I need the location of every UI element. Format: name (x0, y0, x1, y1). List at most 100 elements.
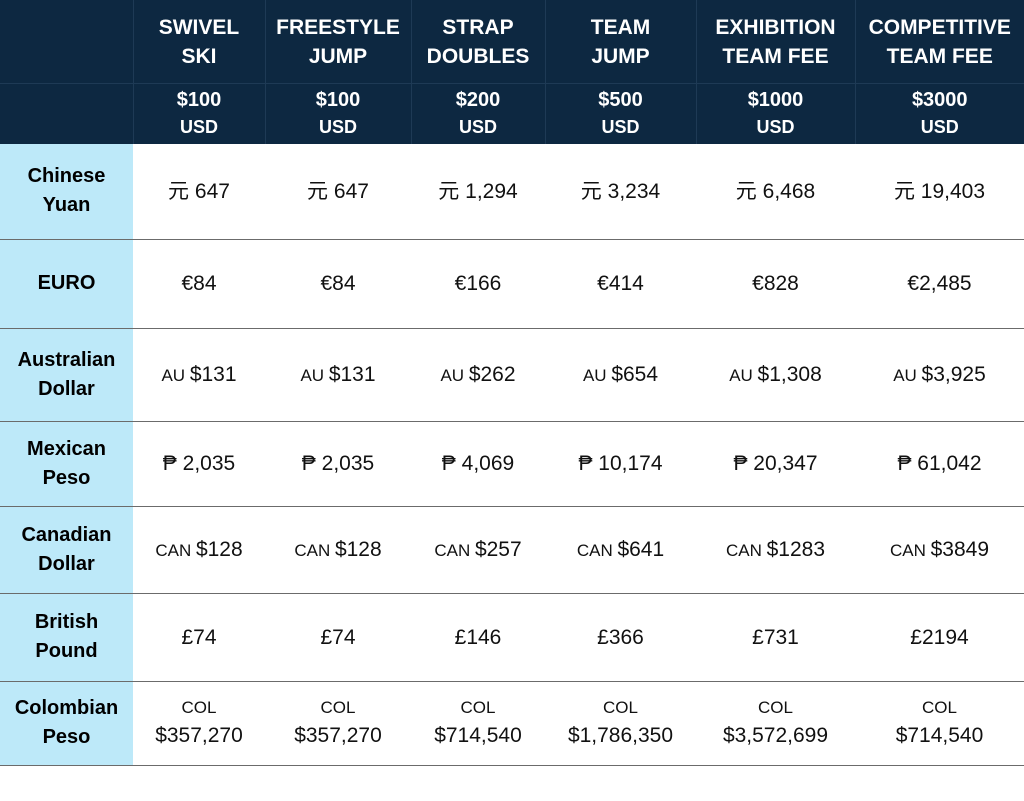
converted-fee-cell: COL $714,540 (855, 681, 1024, 765)
converted-amount: $714,540 (434, 724, 522, 747)
col-header-title: EXHIBITION TEAM FEE (695, 0, 855, 84)
converted-amount: 2,485 (919, 272, 972, 295)
currency-prefix: COL (460, 698, 496, 717)
col-title-line: EXHIBITION (715, 15, 836, 39)
currency-label-line: Dollar (38, 377, 95, 400)
converted-amount: 19,403 (920, 179, 986, 203)
converted-amount: $714,540 (895, 724, 984, 747)
usd-currency-label: USD (920, 117, 959, 137)
usd-amount: $3000 (911, 89, 968, 111)
header-corner-blank (0, 83, 133, 144)
col-header-title: STRAP DOUBLES (410, 0, 545, 84)
col-title-line: TEAM FEE (886, 44, 993, 68)
converted-fee-cell: COL $3,572,699 (696, 681, 855, 765)
converted-amount: $1,786,350 (567, 724, 674, 747)
col-header-price: $100 USD (264, 83, 411, 144)
converted-fee-cell: AU $131 (265, 328, 411, 421)
usd-amount: $200 (455, 89, 501, 111)
converted-fee-cell: £74 (265, 593, 411, 681)
currency-prefix: CAN (725, 540, 767, 560)
col-header-title: TEAM JUMP (544, 0, 696, 84)
currency-prefix: CAN (434, 540, 475, 560)
converted-fee-cell: £146 (411, 593, 545, 681)
currency-prefix: € (597, 272, 609, 295)
converted-fee-cell: €166 (411, 239, 545, 328)
currency-prefix: AU (440, 365, 469, 385)
currency-prefix: COL (320, 698, 356, 717)
currency-label-line: Yuan (42, 194, 91, 217)
usd-currency-label: USD (601, 117, 640, 137)
usd-amount: $1000 (747, 89, 804, 111)
col-header-price: $200 USD (410, 83, 545, 144)
converted-amount: $3849 (930, 537, 990, 561)
currency-label-line: EURO (37, 272, 96, 294)
currency-prefix: £ (910, 625, 922, 649)
converted-fee-cell: €414 (545, 239, 696, 328)
col-header-title: SWIVEL SKI (132, 0, 265, 84)
converted-amount: 4,069 (461, 452, 515, 475)
table-body: Chinese Yuan 元 647 元 647 元 1,294 元 3,234 元 6,4… (0, 144, 1024, 765)
converted-fee-cell: CAN $3849 (855, 506, 1024, 593)
col-title-line: STRAP (442, 15, 514, 39)
table-row: Colombian Peso COL $357,270 COL $357,270 COL $7… (0, 681, 1024, 765)
currency-label-line: Mexican (27, 437, 106, 460)
converted-amount: 366 (608, 625, 644, 649)
currency-prefix: € (752, 272, 764, 295)
converted-amount: $257 (474, 537, 522, 561)
currency-row-label: Australian Dollar (0, 328, 133, 421)
table-header: SWIVEL SKI FREESTYLE JUMP STRAP DOUBLES TEA… (0, 0, 1024, 144)
converted-fee-cell: CAN $257 (411, 506, 545, 593)
converted-amount: 2194 (921, 625, 969, 649)
currency-prefix: CAN (576, 540, 618, 560)
currency-label-line: Chinese (27, 165, 106, 188)
currency-prefix: 元 (438, 179, 466, 203)
converted-amount: 2,035 (321, 452, 375, 475)
currency-label-line: Peso (42, 466, 91, 489)
col-title-line: SWIVEL (158, 15, 240, 39)
table-row: Mexican Peso ₱ 2,035 ₱ 2,035 ₱ 4,069 ₱ 10,174… (0, 421, 1024, 506)
col-header-price: $3000 USD (854, 83, 1024, 144)
header-corner (0, 0, 133, 84)
converted-fee-cell: 元 3,234 (545, 144, 696, 239)
currency-prefix: ₱ (733, 452, 754, 475)
converted-fee-cell: AU $131 (133, 328, 265, 421)
converted-fee-cell: £74 (133, 593, 265, 681)
currency-row-label: Chinese Yuan (0, 144, 133, 239)
fee-conversion-table: SWIVEL SKI FREESTYLE JUMP STRAP DOUBLES TEA… (0, 0, 1024, 765)
col-title-line: DOUBLES (426, 44, 530, 68)
converted-fee-cell: AU $654 (545, 328, 696, 421)
converted-fee-cell: 元 6,468 (696, 144, 855, 239)
converted-fee-cell: ₱ 61,042 (855, 421, 1024, 506)
converted-amount: $128 (195, 537, 243, 561)
converted-fee-cell: ₱ 20,347 (696, 421, 855, 506)
converted-fee-cell: COL $1,786,350 (545, 681, 696, 765)
currency-label-line: Peso (42, 726, 91, 748)
converted-amount: 74 (193, 625, 217, 649)
converted-amount: $641 (617, 537, 665, 561)
converted-amount: 647 (194, 179, 230, 203)
converted-amount: 647 (333, 179, 369, 203)
usd-currency-label: USD (756, 117, 795, 137)
converted-amount: $131 (328, 362, 376, 386)
col-title-line: TEAM (590, 15, 651, 39)
currency-prefix: AU (893, 365, 922, 385)
currency-prefix: € (454, 272, 467, 295)
converted-fee-cell: ₱ 4,069 (411, 421, 545, 506)
currency-prefix: 元 (307, 179, 334, 203)
currency-prefix: £ (752, 625, 764, 649)
converted-amount: 731 (763, 625, 799, 649)
col-header-title: FREESTYLE JUMP (264, 0, 411, 84)
currency-prefix: ₱ (301, 452, 322, 475)
currency-row-label: EURO (0, 239, 133, 328)
currency-label-line: British (34, 611, 99, 633)
converted-fee-cell: AU $262 (411, 328, 545, 421)
currency-prefix: ₱ (441, 452, 462, 475)
currency-label-line: Australian (17, 348, 116, 371)
converted-fee-cell: COL $357,270 (133, 681, 265, 765)
currency-prefix: CAN (294, 540, 335, 560)
converted-amount: $654 (611, 362, 659, 386)
converted-fee-cell: CAN $128 (265, 506, 411, 593)
converted-fee-cell: €84 (265, 239, 411, 328)
converted-amount: 1,294 (465, 179, 518, 203)
currency-row-label: Colombian Peso (0, 681, 133, 765)
